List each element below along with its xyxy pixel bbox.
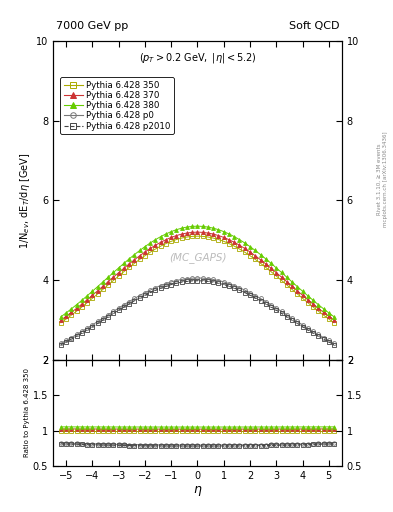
Text: mcplots.cern.ch [arXiv:1306.3436]: mcplots.cern.ch [arXiv:1306.3436] — [384, 132, 388, 227]
Text: (MC_GAPS): (MC_GAPS) — [169, 252, 226, 263]
Text: Rivet 3.1.10, ≥ 3M events: Rivet 3.1.10, ≥ 3M events — [377, 143, 382, 215]
Text: 7000 GeV pp: 7000 GeV pp — [56, 22, 128, 31]
Legend: Pythia 6.428 350, Pythia 6.428 370, Pythia 6.428 380, Pythia 6.428 p0, Pythia 6.: Pythia 6.428 350, Pythia 6.428 370, Pyth… — [60, 77, 174, 134]
Text: Soft QCD: Soft QCD — [288, 22, 339, 31]
Text: $(p_T > 0.2\ \mathrm{GeV},\ |\eta| < 5.2)$: $(p_T > 0.2\ \mathrm{GeV},\ |\eta| < 5.2… — [139, 51, 256, 65]
Y-axis label: Ratio to Pythia 6.428 350: Ratio to Pythia 6.428 350 — [24, 368, 30, 457]
Y-axis label: 1/N$_{ev}$, dE$_{T}$/d$\eta$ [GeV]: 1/N$_{ev}$, dE$_{T}$/d$\eta$ [GeV] — [18, 152, 32, 248]
X-axis label: $\eta$: $\eta$ — [193, 483, 202, 498]
